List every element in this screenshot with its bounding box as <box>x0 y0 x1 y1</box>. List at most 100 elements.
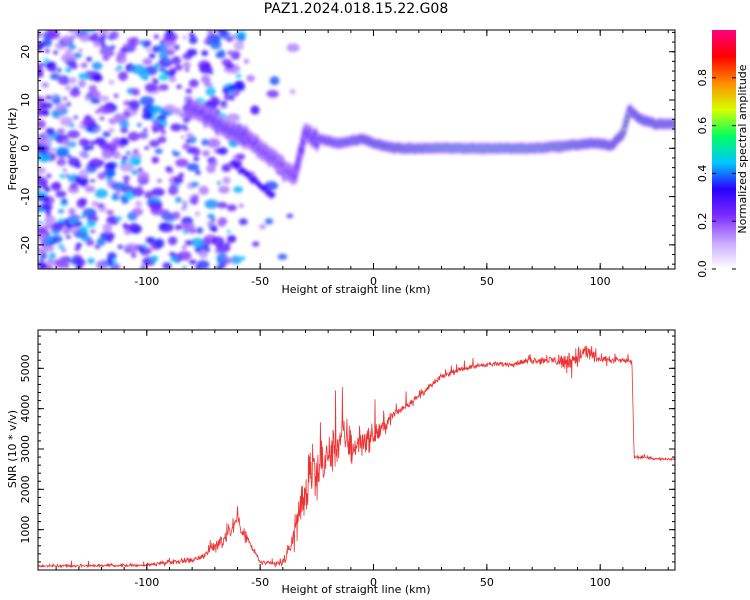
spectral-blob <box>214 238 221 243</box>
spectral-blob <box>111 182 126 191</box>
spectral-blob <box>43 244 55 253</box>
spectral-blob <box>198 250 208 259</box>
spectral-blob <box>173 176 184 185</box>
spectral-blob <box>75 242 82 248</box>
colorbar-tick-label: 0.0 <box>696 260 709 278</box>
spectral-blob <box>218 185 230 194</box>
y-tick-label: 2000 <box>19 475 32 503</box>
spectral-blob <box>130 252 137 258</box>
spectral-blob <box>87 257 95 264</box>
spectral-blob <box>143 128 148 132</box>
spectral-blob <box>38 119 46 129</box>
spectral-blob <box>68 77 77 85</box>
colorbar-tick-label: 0.2 <box>696 212 709 230</box>
spectral-blob <box>201 138 209 146</box>
spectral-blob <box>206 163 216 174</box>
spectral-blob <box>152 159 158 164</box>
spectral-blob <box>210 39 222 50</box>
x-tick-label: 100 <box>590 576 611 589</box>
spectral-blob <box>69 216 79 224</box>
spectral-blob <box>41 82 50 88</box>
spectral-blob <box>158 84 169 91</box>
spectral-blob <box>131 207 144 216</box>
spectral-blob <box>92 74 103 82</box>
spectral-blob <box>176 84 182 90</box>
spectral-blob <box>154 148 163 154</box>
spectral-blob <box>46 258 55 265</box>
spectral-blob <box>44 240 50 245</box>
spectral-blob <box>137 184 143 188</box>
spectral-blob <box>204 199 219 209</box>
spectral-blob <box>62 229 71 235</box>
spectral-blob <box>233 40 245 51</box>
spectrogram-y-axis-label: Frequency (Hz) <box>6 108 19 191</box>
ridge-peak <box>672 123 675 126</box>
spectral-blob <box>96 203 105 209</box>
colorbar-tick-label: 0.6 <box>696 117 709 135</box>
spectral-blob <box>38 207 45 213</box>
spectral-blob <box>215 265 223 269</box>
y-tick-label: 3000 <box>19 435 32 463</box>
spectral-blob <box>226 230 231 234</box>
x-tick-label: -100 <box>134 576 159 589</box>
spectral-blob <box>169 190 173 194</box>
x-tick-label: 100 <box>590 275 611 288</box>
spectral-blob <box>111 195 119 201</box>
spectral-blob <box>117 244 124 249</box>
spectral-blob <box>168 75 177 83</box>
spectral-blob <box>131 88 140 96</box>
spectral-blob <box>66 102 71 107</box>
spectral-blob <box>65 173 70 178</box>
spectral-blob <box>45 211 52 217</box>
spectral-blob <box>173 258 178 262</box>
spectral-blob <box>61 198 68 204</box>
spectral-blob <box>68 44 76 51</box>
spectral-blob <box>39 258 44 263</box>
spectral-blob <box>38 41 45 49</box>
spectral-blob <box>90 179 96 183</box>
spectral-blob <box>216 219 227 227</box>
spectral-blob <box>139 70 149 80</box>
spectral-blob <box>84 185 96 193</box>
spectral-blob <box>158 66 166 73</box>
spectral-blob <box>62 139 72 147</box>
spectral-blob <box>93 40 101 48</box>
spectral-blob <box>38 48 42 52</box>
colorbar-label: Normalized spectral amplitude <box>736 64 749 233</box>
spectral-blob <box>223 93 232 101</box>
colorbar-tick-label: 0.4 <box>696 165 709 183</box>
spectral-blob <box>121 155 129 161</box>
spectral-blob <box>106 238 113 243</box>
spectral-blob <box>168 251 176 257</box>
spectral-blob <box>269 76 280 86</box>
spectral-blob <box>39 253 48 260</box>
spectral-blob <box>207 213 215 219</box>
spectral-blob <box>198 60 211 70</box>
spectral-blob <box>182 266 187 269</box>
spectral-blob <box>103 168 116 178</box>
spectral-blob <box>154 238 165 249</box>
spectral-blob <box>188 32 195 37</box>
spectral-blob <box>136 122 142 128</box>
spectral-blob <box>75 258 86 267</box>
spectral-blob <box>45 127 56 135</box>
spectral-blob <box>101 44 107 48</box>
spectral-blob <box>109 30 119 40</box>
spectral-blob <box>162 262 172 269</box>
spectral-blob <box>78 79 86 88</box>
spectral-blob <box>89 140 96 146</box>
spectral-blob <box>140 265 147 269</box>
colorbar-gradient <box>712 30 736 269</box>
spectral-blob <box>192 194 199 199</box>
spectral-blob <box>130 225 137 230</box>
spectral-blob <box>78 169 89 179</box>
spectral-blob <box>184 239 194 246</box>
spectral-blob <box>118 71 128 81</box>
spectral-blob <box>126 150 131 156</box>
spectral-blob <box>99 95 110 102</box>
spectral-blob <box>160 130 167 135</box>
spectral-blob <box>190 181 199 188</box>
spectral-blob <box>38 233 47 241</box>
spectral-blob <box>238 218 248 226</box>
snr-x-axis-label: Height of straight line (km) <box>281 583 430 596</box>
